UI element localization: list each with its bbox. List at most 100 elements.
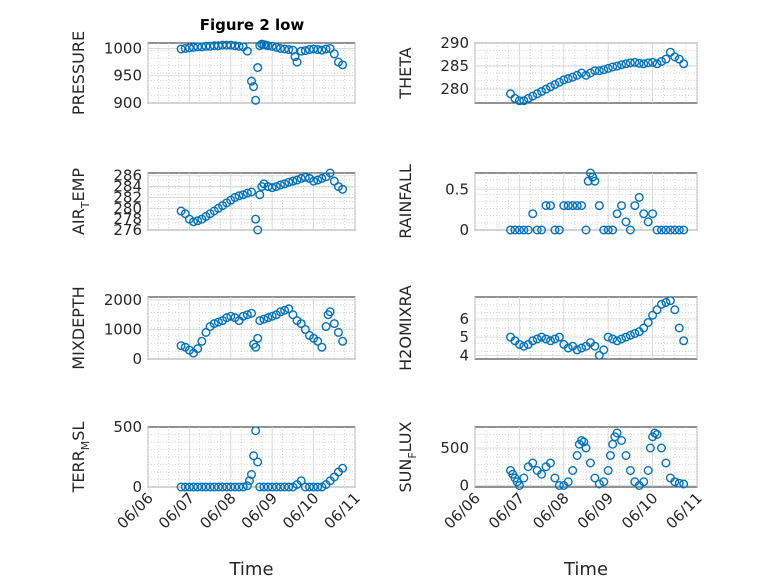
data-point xyxy=(617,334,627,344)
data-point xyxy=(317,45,327,55)
data-point xyxy=(608,225,618,235)
data-point xyxy=(234,482,244,492)
y-tick-label: 0 xyxy=(132,350,142,368)
data-point xyxy=(523,93,533,103)
data-point xyxy=(630,328,640,338)
data-point xyxy=(661,458,671,468)
data-point xyxy=(257,182,267,192)
data-point xyxy=(554,481,564,491)
data-point xyxy=(537,332,547,342)
y-tick-label: 278 xyxy=(113,210,142,228)
y-tick-label: 6 xyxy=(459,310,469,328)
data-point xyxy=(630,57,640,67)
subplot-1: 900 950 1000 PRESSURE xyxy=(69,31,356,115)
data-point xyxy=(523,225,533,235)
data-point xyxy=(608,334,618,344)
data-point xyxy=(325,168,335,178)
data-point xyxy=(292,175,302,185)
data-point xyxy=(180,43,190,53)
data-point xyxy=(648,57,658,67)
data-point xyxy=(625,58,635,68)
data-point xyxy=(612,428,622,438)
data-point xyxy=(665,296,675,306)
data-point xyxy=(563,74,573,84)
data-point xyxy=(554,77,564,87)
data-point xyxy=(559,201,569,211)
data-point xyxy=(251,95,261,105)
data-point xyxy=(532,89,542,99)
data-point xyxy=(313,45,323,55)
data-point xyxy=(581,70,591,80)
x-axis-label: Time xyxy=(228,559,273,580)
data-point xyxy=(226,311,236,321)
data-point xyxy=(242,188,252,198)
data-point xyxy=(652,305,662,315)
data-point xyxy=(625,330,635,340)
data-point xyxy=(514,481,524,491)
y-tick-label: 0.5 xyxy=(445,180,469,198)
data-point xyxy=(246,187,256,197)
data-point xyxy=(594,201,604,211)
data-point xyxy=(201,327,211,337)
data-point xyxy=(648,209,658,219)
data-point xyxy=(300,46,310,56)
x-tick-label: 06/08 xyxy=(529,489,572,532)
data-point xyxy=(550,473,560,483)
data-point xyxy=(603,63,613,73)
data-point xyxy=(634,192,644,202)
data-point xyxy=(645,443,655,453)
figure-title: Figure 2 low xyxy=(200,16,305,34)
y-tick-label: 286 xyxy=(113,167,142,185)
data-point xyxy=(679,479,689,489)
data-point xyxy=(253,333,263,343)
data-point xyxy=(554,225,564,235)
data-point xyxy=(599,477,609,487)
data-point xyxy=(594,479,604,489)
data-point xyxy=(581,443,591,453)
data-point xyxy=(317,173,327,183)
data-point xyxy=(648,310,658,320)
data-point xyxy=(563,201,573,211)
data-point xyxy=(296,476,306,486)
data-point xyxy=(634,58,644,68)
data-point xyxy=(253,63,263,73)
data-point xyxy=(550,334,560,344)
data-point xyxy=(568,466,578,476)
data-point xyxy=(209,319,219,329)
data-point xyxy=(292,57,302,67)
data-point xyxy=(652,225,662,235)
data-point xyxy=(643,466,653,476)
data-point xyxy=(255,190,265,200)
data-point xyxy=(506,89,516,99)
y-tick-label: 0 xyxy=(459,221,469,239)
data-point xyxy=(581,225,591,235)
data-point xyxy=(290,52,300,62)
data-point xyxy=(650,428,660,438)
data-point xyxy=(275,307,285,317)
data-point xyxy=(329,319,339,329)
data-point xyxy=(670,52,680,62)
data-point xyxy=(238,190,248,200)
data-point xyxy=(309,176,319,186)
y-tick-label: 280 xyxy=(113,199,142,217)
data-point xyxy=(284,304,294,314)
data-point xyxy=(621,59,631,69)
y-tick-label: 1000 xyxy=(104,320,142,338)
data-point xyxy=(263,41,273,51)
y-tick-label: 290 xyxy=(440,34,469,52)
data-point xyxy=(338,184,348,194)
data-point xyxy=(639,59,649,69)
data-point xyxy=(176,341,186,351)
data-point xyxy=(537,469,547,479)
data-point xyxy=(300,172,310,182)
y-axis-label: AIRTEMP xyxy=(69,168,92,235)
data-point xyxy=(656,225,666,235)
data-point xyxy=(590,176,600,186)
data-point xyxy=(545,201,555,211)
y-tick-label: 282 xyxy=(113,188,142,206)
data-point xyxy=(674,54,684,64)
data-point xyxy=(519,225,529,235)
data-point xyxy=(679,336,689,346)
y-axis-label: TERRMSL xyxy=(69,422,92,494)
